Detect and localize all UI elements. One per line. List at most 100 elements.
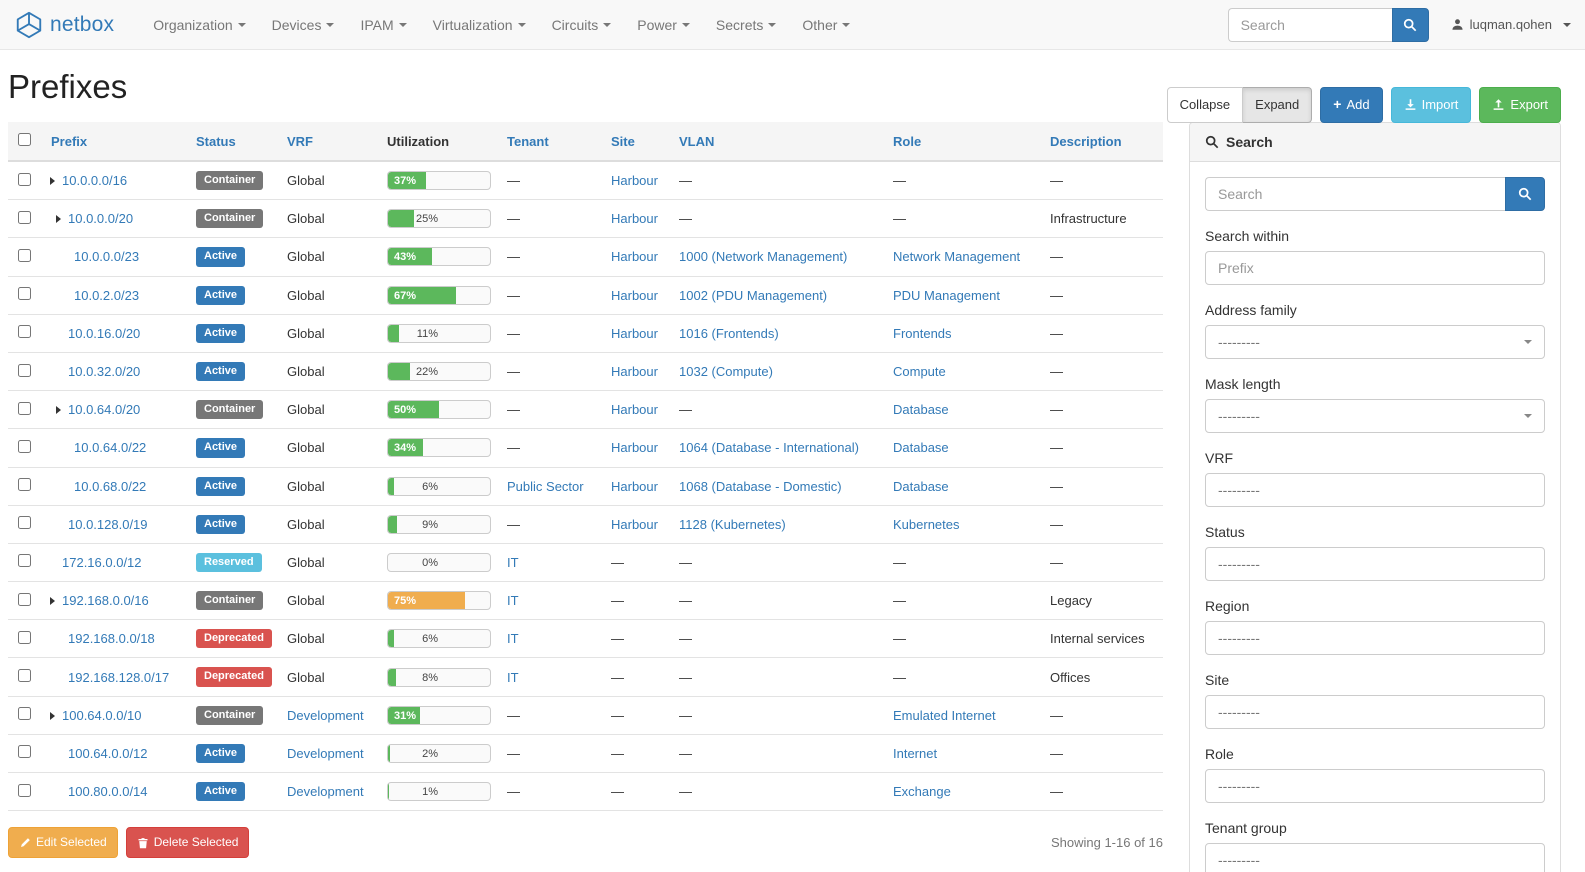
brand[interactable]: netbox bbox=[14, 10, 114, 40]
prefix-link[interactable]: 192.168.0.0/18 bbox=[68, 631, 155, 647]
prefix-link[interactable]: 10.0.64.0/20 bbox=[68, 402, 141, 418]
vrf-link[interactable]: Development bbox=[287, 784, 364, 800]
prefix-link[interactable]: 10.0.0.0/23 bbox=[74, 249, 140, 265]
site-link[interactable]: Harbour bbox=[611, 325, 658, 341]
row-checkbox[interactable] bbox=[18, 669, 31, 683]
select-all-checkbox[interactable] bbox=[18, 133, 31, 146]
filter-select-address-family[interactable]: --------- bbox=[1205, 325, 1545, 359]
collapse-button[interactable]: Collapse bbox=[1166, 87, 1244, 123]
expand-caret-icon[interactable] bbox=[50, 597, 55, 606]
role-link[interactable]: Emulated Internet bbox=[893, 707, 996, 723]
row-checkbox[interactable] bbox=[18, 210, 31, 224]
prefix-link[interactable]: 10.0.68.0/22 bbox=[74, 478, 147, 494]
role-link[interactable]: Kubernetes bbox=[893, 516, 960, 532]
nav-item-secrets[interactable]: Secrets bbox=[703, 2, 789, 48]
navbar-search-button[interactable] bbox=[1391, 7, 1429, 42]
import-button[interactable]: Import bbox=[1390, 87, 1472, 123]
filter-input-role[interactable] bbox=[1205, 769, 1545, 803]
row-checkbox[interactable] bbox=[18, 287, 31, 301]
site-link[interactable]: Harbour bbox=[611, 402, 658, 418]
column-header-status[interactable]: Status bbox=[188, 122, 279, 162]
prefix-link[interactable]: 10.0.16.0/20 bbox=[68, 325, 141, 341]
tenant-link[interactable]: IT bbox=[507, 593, 519, 609]
column-header-description[interactable]: Description bbox=[1042, 122, 1163, 162]
filter-input-site[interactable] bbox=[1205, 695, 1545, 729]
row-checkbox[interactable] bbox=[18, 439, 31, 453]
column-header-vrf[interactable]: VRF bbox=[279, 122, 379, 162]
column-header-prefix[interactable]: Prefix bbox=[43, 122, 188, 162]
nav-item-devices[interactable]: Devices bbox=[259, 2, 348, 48]
tenant-link[interactable]: Public Sector bbox=[507, 478, 584, 494]
expand-button[interactable]: Expand bbox=[1243, 87, 1313, 123]
role-link[interactable]: Exchange bbox=[893, 784, 951, 800]
site-link[interactable]: Harbour bbox=[611, 478, 658, 494]
prefix-link[interactable]: 100.80.0.0/14 bbox=[68, 784, 148, 800]
vrf-link[interactable]: Development bbox=[287, 707, 364, 723]
expand-caret-icon[interactable] bbox=[56, 215, 61, 224]
prefix-link[interactable]: 192.168.128.0/17 bbox=[68, 669, 170, 685]
prefix-link[interactable]: 10.0.0.0/20 bbox=[68, 211, 134, 227]
nav-item-circuits[interactable]: Circuits bbox=[539, 2, 625, 48]
site-link[interactable]: Harbour bbox=[611, 516, 658, 532]
role-link[interactable]: Frontends bbox=[893, 325, 952, 341]
role-link[interactable]: Database bbox=[893, 402, 949, 418]
row-checkbox[interactable] bbox=[18, 363, 31, 377]
site-link[interactable]: Harbour bbox=[611, 287, 658, 303]
tenant-link[interactable]: IT bbox=[507, 554, 519, 570]
site-link[interactable]: Harbour bbox=[611, 211, 658, 227]
row-checkbox[interactable] bbox=[18, 516, 31, 530]
navbar-search-input[interactable] bbox=[1227, 7, 1392, 42]
edit-selected-button[interactable]: Edit Selected bbox=[8, 827, 118, 858]
prefix-link[interactable]: 10.0.0.0/16 bbox=[62, 173, 128, 189]
nav-item-organization[interactable]: Organization bbox=[140, 2, 258, 48]
site-link[interactable]: Harbour bbox=[611, 440, 658, 456]
site-link[interactable]: Harbour bbox=[611, 249, 658, 265]
vlan-link[interactable]: 1064 (Database - International) bbox=[679, 440, 859, 456]
filter-input-search-within[interactable] bbox=[1205, 251, 1545, 285]
vlan-link[interactable]: 1128 (Kubernetes) bbox=[679, 516, 786, 532]
column-header-site[interactable]: Site bbox=[603, 122, 671, 162]
nav-item-power[interactable]: Power bbox=[624, 2, 703, 48]
row-checkbox[interactable] bbox=[18, 783, 31, 797]
prefix-link[interactable]: 10.0.64.0/22 bbox=[74, 440, 147, 456]
user-menu[interactable]: luqman.qohen bbox=[1451, 17, 1571, 32]
nav-item-virtualization[interactable]: Virtualization bbox=[420, 2, 539, 48]
role-link[interactable]: Database bbox=[893, 478, 949, 494]
role-link[interactable]: Network Management bbox=[893, 249, 1021, 265]
vlan-link[interactable]: 1016 (Frontends) bbox=[679, 325, 779, 341]
site-link[interactable]: Harbour bbox=[611, 173, 658, 189]
vrf-link[interactable]: Development bbox=[287, 745, 364, 761]
expand-caret-icon[interactable] bbox=[56, 406, 61, 415]
prefix-link[interactable]: 172.16.0.0/12 bbox=[62, 554, 142, 570]
prefix-link[interactable]: 10.0.2.0/23 bbox=[74, 287, 140, 303]
expand-caret-icon[interactable] bbox=[50, 177, 55, 186]
vlan-link[interactable]: 1002 (PDU Management) bbox=[679, 287, 828, 303]
row-checkbox[interactable] bbox=[18, 630, 31, 644]
prefix-link[interactable]: 100.64.0.0/12 bbox=[68, 745, 148, 761]
nav-item-other[interactable]: Other bbox=[789, 2, 863, 48]
sidebar-search-input[interactable] bbox=[1205, 177, 1505, 211]
row-checkbox[interactable] bbox=[18, 325, 31, 339]
filter-input-region[interactable] bbox=[1205, 621, 1545, 655]
role-link[interactable]: PDU Management bbox=[893, 287, 1000, 303]
vlan-link[interactable]: 1068 (Database - Domestic) bbox=[679, 478, 842, 494]
prefix-link[interactable]: 10.0.128.0/19 bbox=[68, 516, 148, 532]
column-header-role[interactable]: Role bbox=[885, 122, 1042, 162]
nav-item-ipam[interactable]: IPAM bbox=[347, 2, 419, 48]
row-checkbox[interactable] bbox=[18, 172, 31, 186]
role-link[interactable]: Database bbox=[893, 440, 949, 456]
row-checkbox[interactable] bbox=[18, 745, 31, 759]
filter-input-tenant-group[interactable] bbox=[1205, 843, 1545, 872]
prefix-link[interactable]: 192.168.0.0/16 bbox=[62, 593, 149, 609]
row-checkbox[interactable] bbox=[18, 248, 31, 262]
row-checkbox[interactable] bbox=[18, 478, 31, 492]
role-link[interactable]: Internet bbox=[893, 745, 938, 761]
row-checkbox[interactable] bbox=[18, 401, 31, 415]
site-link[interactable]: Harbour bbox=[611, 364, 658, 380]
delete-selected-button[interactable]: Delete Selected bbox=[125, 827, 250, 858]
column-header-tenant[interactable]: Tenant bbox=[499, 122, 603, 162]
row-checkbox[interactable] bbox=[18, 554, 31, 568]
prefix-link[interactable]: 10.0.32.0/20 bbox=[68, 364, 141, 380]
sidebar-search-button[interactable] bbox=[1505, 177, 1545, 211]
filter-input-vrf[interactable] bbox=[1205, 473, 1545, 507]
